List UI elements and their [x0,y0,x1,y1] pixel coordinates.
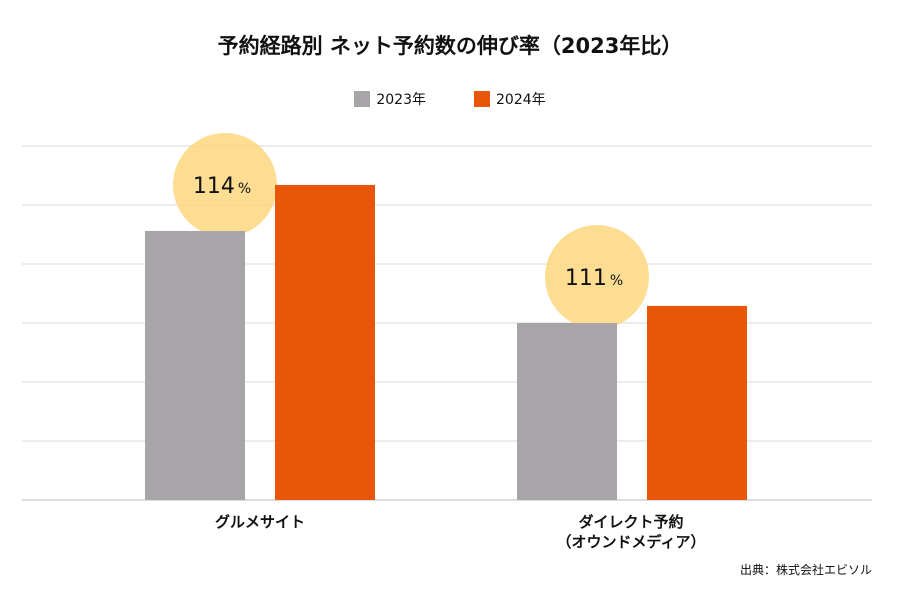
source-note: 出典：株式会社エビソル [739,563,872,577]
bar-2023 [145,230,245,500]
legend: 2023年 2024年 [0,89,900,109]
bar-2023 [517,323,617,500]
legend-item-2023: 2023年 [354,89,426,109]
annotation-label: 111% [565,266,623,291]
chart-title: 予約経路別 ネット予約数の伸び率（2023年比） [217,34,683,58]
category-label: グルメサイト [214,513,305,531]
annotation-circle [173,132,277,237]
legend-label: 2024年 [496,92,546,108]
legend-label: 2023年 [376,92,426,108]
legend-swatch [474,91,490,107]
category-label: ダイレクト予約 （オウンドメディア） [556,513,706,551]
annotation-circle [545,225,649,329]
annotation-label: 114% [193,174,251,199]
bar-2024 [275,184,375,500]
legend-item-2024: 2024年 [474,89,546,109]
legend-swatch [354,91,371,107]
bar-2024 [647,305,747,500]
